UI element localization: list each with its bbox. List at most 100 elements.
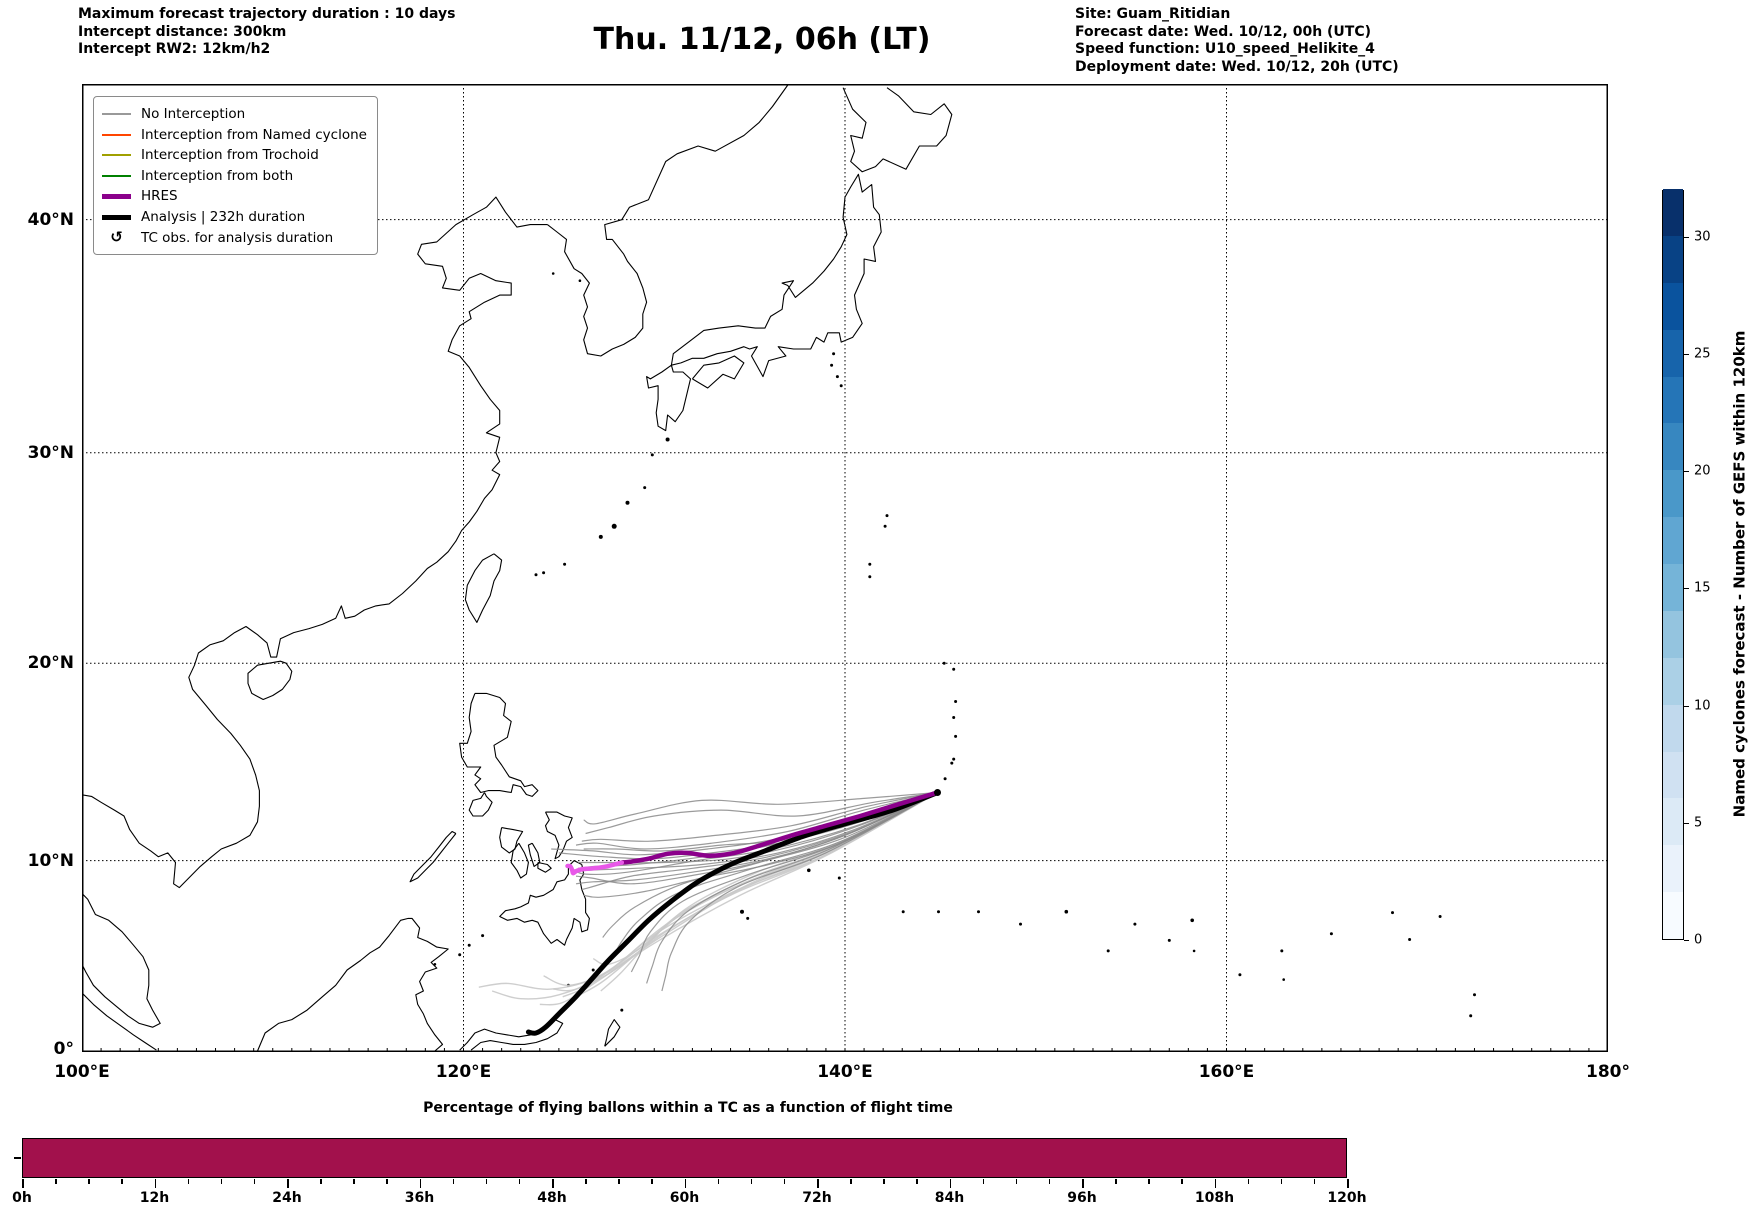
legend-line-swatch <box>102 154 131 157</box>
time-tick <box>1015 1179 1018 1184</box>
time-tick <box>850 1179 852 1184</box>
time-tick-label: 84h <box>934 1190 965 1206</box>
time-tick-label: 120h <box>1327 1190 1367 1206</box>
bar-chart-title: Percentage of flying ballons within a TC… <box>423 1100 953 1116</box>
time-tick-label: 108h <box>1194 1190 1235 1206</box>
time-tick <box>1347 1179 1349 1188</box>
legend-line-swatch <box>102 175 131 178</box>
lon-tick-label: 120°E <box>435 1062 492 1082</box>
info-line: Forecast date: Wed. 10/12, 00h (UTC) <box>1075 23 1372 40</box>
time-tick <box>916 1179 918 1184</box>
legend-row: Interception from Trochoid <box>102 145 367 166</box>
time-tick <box>187 1179 190 1184</box>
colorbar-segment <box>1663 891 1683 939</box>
time-tick <box>518 1179 521 1184</box>
percentage-bar <box>22 1138 1347 1178</box>
time-tick <box>651 1179 653 1184</box>
lon-tick-label: 140°E <box>817 1062 873 1082</box>
time-tick <box>684 1179 686 1188</box>
colorbar-tick <box>1684 354 1689 356</box>
time-tick <box>1082 1179 1084 1188</box>
time-tick <box>485 1179 488 1184</box>
time-tick <box>320 1179 322 1184</box>
time-tick <box>452 1179 455 1184</box>
time-tick <box>1181 1179 1183 1184</box>
time-tick <box>1247 1179 1250 1184</box>
colorbar-segment <box>1663 797 1683 846</box>
legend-line-swatch <box>102 194 131 200</box>
info-line: Deployment date: Wed. 10/12, 20h (UTC) <box>1075 58 1399 75</box>
colorbar-segment <box>1663 329 1683 377</box>
time-tick <box>618 1179 620 1184</box>
time-tick-label: 0h <box>12 1190 32 1206</box>
colorbar-segment <box>1663 422 1683 471</box>
colorbar-segment <box>1663 844 1683 893</box>
time-tick-label: 12h <box>139 1190 170 1206</box>
time-tick <box>1148 1179 1150 1184</box>
lat-tick-label: 30°N <box>27 442 74 463</box>
legend-label: No Interception <box>141 106 246 122</box>
bar-y-tick <box>14 1157 21 1159</box>
time-tick <box>717 1179 720 1184</box>
time-tick-label: 36h <box>404 1190 435 1206</box>
time-tick <box>55 1179 57 1184</box>
time-tick <box>386 1179 388 1184</box>
time-tick <box>253 1179 256 1184</box>
colorbar-segment <box>1663 282 1683 330</box>
info-line: Intercept distance: 300km <box>78 23 287 40</box>
time-tick <box>88 1179 90 1184</box>
colorbar-tick <box>1684 236 1689 238</box>
time-tick <box>949 1179 951 1188</box>
time-tick <box>750 1179 753 1184</box>
colorbar-segment <box>1663 235 1683 283</box>
trajectory-map <box>82 84 1608 1052</box>
colorbar-tick-label: 20 <box>1694 463 1711 479</box>
colorbar-tick <box>1684 940 1689 941</box>
info-line: Maximum forecast trajectory duration : 1… <box>78 6 456 22</box>
time-tick <box>817 1179 819 1188</box>
time-tick-label: 60h <box>669 1190 700 1206</box>
time-tick <box>1313 1179 1316 1184</box>
legend-label: Interception from Named cyclone <box>141 126 367 143</box>
time-tick <box>419 1179 421 1188</box>
time-tick <box>1115 1179 1117 1184</box>
colorbar-tick <box>1684 705 1689 707</box>
colorbar-tick-label: 5 <box>1694 815 1703 831</box>
colorbar-tick-label: 10 <box>1694 698 1711 714</box>
legend-row: No Interception <box>102 104 367 125</box>
colorbar-segment <box>1663 376 1683 424</box>
page-title: Thu. 11/12, 06h (LT) <box>593 22 931 57</box>
time-tick <box>1214 1179 1216 1188</box>
lat-tick-label: 20°N <box>27 653 74 674</box>
colorbar-tick-label: 0 <box>1694 932 1703 948</box>
colorbar-tick <box>1684 822 1689 824</box>
time-tick <box>287 1179 289 1188</box>
time-tick-label: 72h <box>802 1190 832 1206</box>
time-tick-label: 96h <box>1067 1190 1097 1206</box>
colorbar-segment <box>1663 751 1683 799</box>
legend-label: TC obs. for analysis duration <box>141 229 334 246</box>
time-tick <box>220 1179 223 1184</box>
colorbar-segment <box>1663 563 1683 611</box>
colorbar-segment <box>1663 516 1683 564</box>
colorbar-tick <box>1684 588 1689 590</box>
colorbar-segment <box>1663 657 1683 705</box>
legend-row: ↺ TC obs. for analysis duration <box>102 228 367 249</box>
time-tick <box>552 1179 554 1188</box>
time-tick <box>121 1179 123 1184</box>
legend-line-swatch <box>102 113 131 116</box>
legend-row: Analysis | 232h duration <box>102 207 367 228</box>
colorbar-tick <box>1684 471 1689 473</box>
time-tick <box>22 1179 24 1188</box>
time-tick <box>783 1179 786 1184</box>
legend-row: HRES <box>102 186 367 207</box>
colorbar-segment <box>1663 610 1683 658</box>
time-tick <box>585 1179 587 1184</box>
legend-line-swatch <box>102 214 131 220</box>
time-tick <box>353 1179 355 1184</box>
lat-tick-label: 10°N <box>27 850 74 871</box>
colorbar-segment <box>1663 704 1683 752</box>
legend-row: Interception from both <box>102 166 367 187</box>
lon-tick-label: 100°E <box>54 1062 110 1082</box>
legend-label: Interception from Trochoid <box>141 147 319 164</box>
